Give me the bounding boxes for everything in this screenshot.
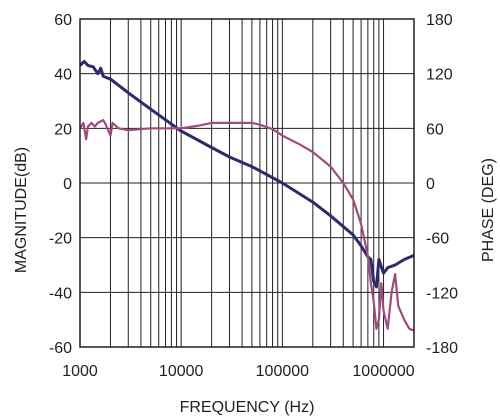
y-tick-right-label: -180: [426, 340, 458, 357]
x-tick-label: 10000: [159, 363, 204, 380]
y-tick-right-label: -120: [426, 285, 458, 302]
y-tick-left-label: -40: [49, 285, 72, 302]
x-axis-title: FREQUENCY (Hz): [180, 399, 315, 416]
phase-series-line: [79, 119, 415, 332]
y-tick-right-label: 60: [426, 121, 444, 138]
x-tick-label: 1000: [62, 363, 98, 380]
y-tick-right-label: 0: [426, 176, 435, 193]
magnitude-series-line: [78, 59, 415, 289]
y-tick-left-label: -20: [49, 231, 72, 248]
series-layer: [78, 59, 415, 332]
y-axis-right-title: PHASE (DEG): [480, 158, 497, 262]
y-tick-left-label: 60: [54, 12, 72, 29]
plot-frame: [79, 18, 415, 348]
y-tick-left-label: 40: [54, 67, 72, 84]
tick-labels: 60 40 20 0 -20 -40 -60 180 120 60 0 -60 -120 -180 1000…: [49, 12, 458, 380]
y-tick-right-label: -60: [426, 231, 449, 248]
x-tick-label: 1000000: [352, 363, 414, 380]
y-tick-right-label: 120: [426, 67, 453, 84]
y-tick-left-label: 20: [54, 121, 72, 138]
y-tick-left-label: 0: [63, 176, 72, 193]
grid: [79, 18, 415, 348]
y-tick-left-label: -60: [49, 340, 72, 357]
y-axis-left-title: MAGNITUDE(dB): [13, 147, 30, 273]
y-tick-right-label: 180: [426, 12, 453, 29]
x-tick-label: 100000: [256, 363, 309, 380]
